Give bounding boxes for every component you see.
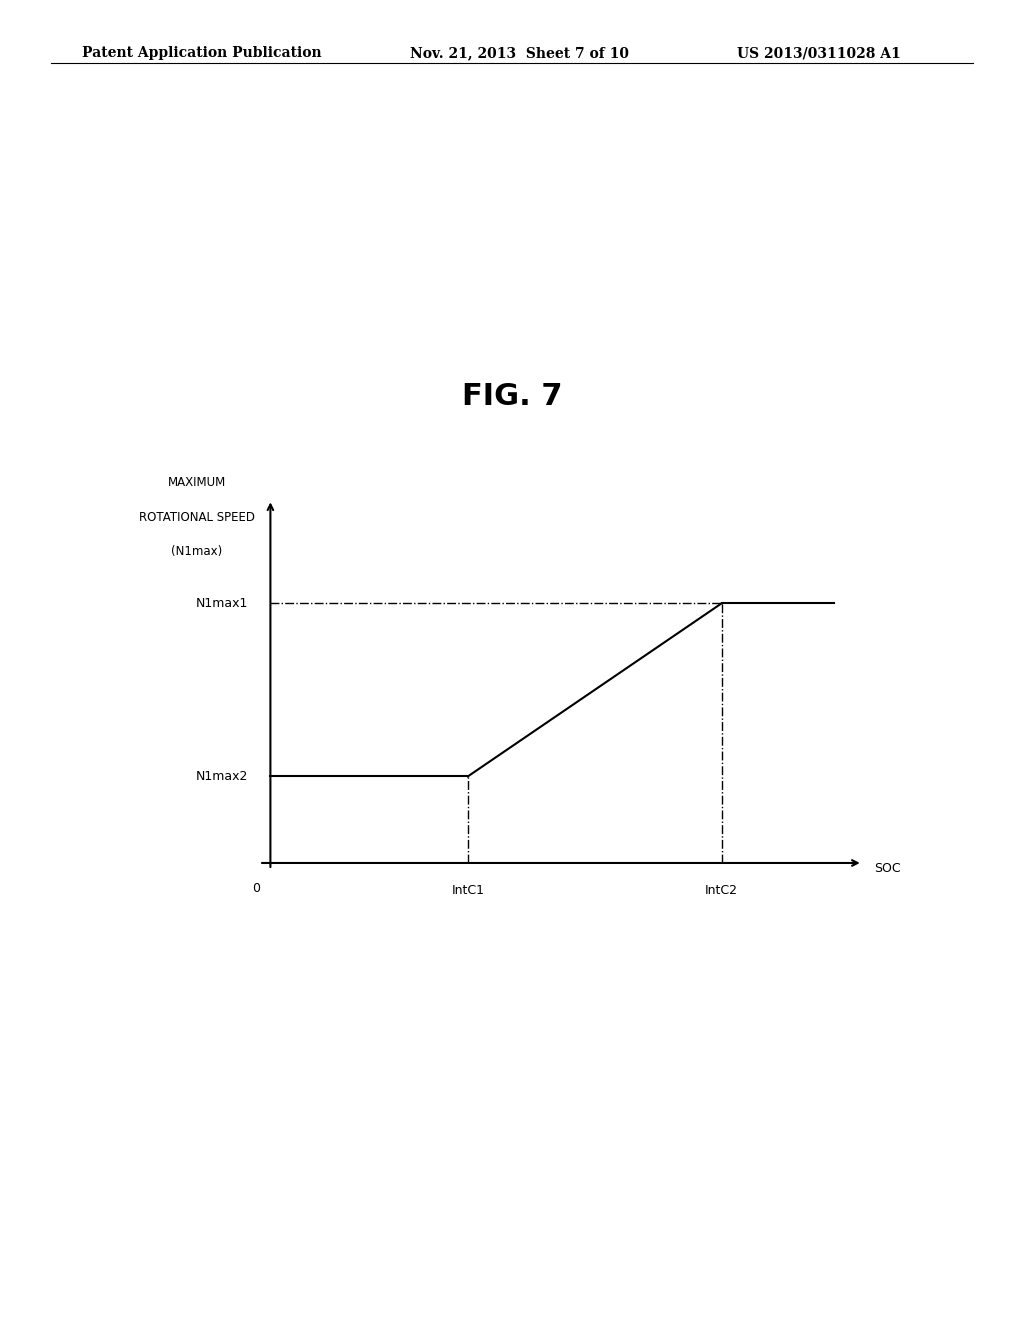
Text: FIG. 7: FIG. 7 [462, 381, 562, 411]
Text: 0: 0 [252, 882, 260, 895]
Text: MAXIMUM: MAXIMUM [168, 477, 226, 488]
Text: (N1max): (N1max) [171, 545, 222, 558]
Text: Nov. 21, 2013  Sheet 7 of 10: Nov. 21, 2013 Sheet 7 of 10 [410, 46, 629, 61]
Text: N1max2: N1max2 [196, 770, 248, 783]
Text: IntC1: IntC1 [452, 884, 484, 896]
Text: Patent Application Publication: Patent Application Publication [82, 46, 322, 61]
Text: ROTATIONAL SPEED: ROTATIONAL SPEED [139, 511, 255, 524]
Text: SOC: SOC [873, 862, 900, 875]
Text: N1max1: N1max1 [196, 597, 248, 610]
Text: IntC2: IntC2 [706, 884, 738, 896]
Text: US 2013/0311028 A1: US 2013/0311028 A1 [737, 46, 901, 61]
